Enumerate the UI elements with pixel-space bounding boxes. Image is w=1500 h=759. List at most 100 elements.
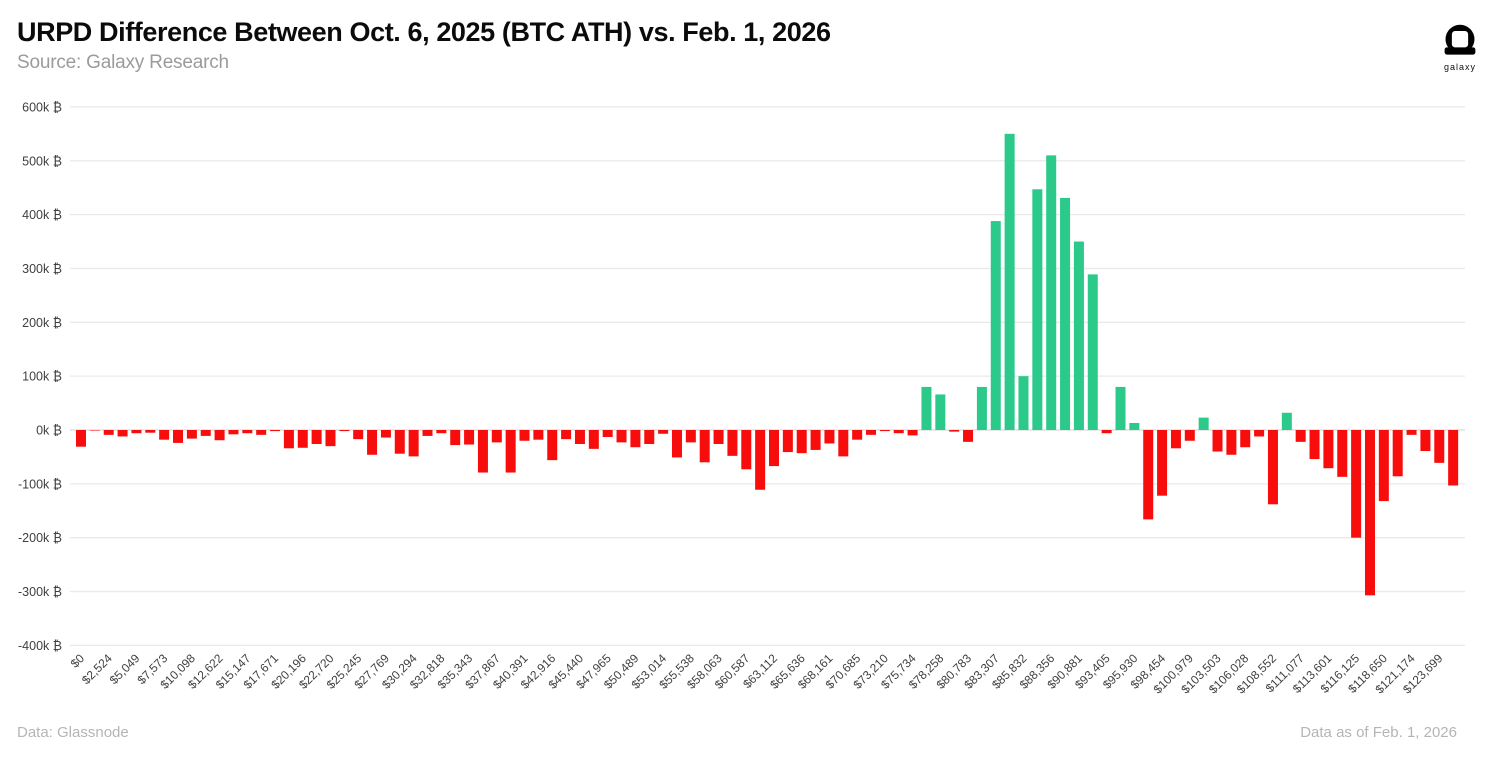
bar-negative: [1184, 430, 1195, 441]
bar-positive: [1281, 412, 1292, 430]
page-title: URPD Difference Between Oct. 6, 2025 (BT…: [17, 17, 831, 47]
bar-negative: [1101, 430, 1112, 434]
bar-negative: [1378, 430, 1389, 502]
bar-negative: [297, 430, 308, 448]
bar-positive: [1087, 274, 1098, 430]
bar-negative: [200, 430, 211, 436]
bar-negative: [186, 430, 197, 439]
bar-negative: [852, 430, 863, 440]
x-tick-label: $0: [68, 651, 88, 671]
bar-negative: [505, 430, 516, 473]
bar-negative: [145, 430, 156, 433]
bar-negative: [658, 430, 669, 434]
bar-negative: [1254, 430, 1265, 437]
bar-negative: [1309, 430, 1320, 460]
bar-negative: [131, 430, 142, 434]
bar-negative: [103, 430, 114, 435]
bar-negative: [547, 430, 558, 461]
bar-negative: [796, 430, 807, 454]
bar-negative: [450, 430, 461, 446]
bar-positive: [1198, 417, 1209, 430]
y-tick-label: -200k ₿: [18, 531, 62, 545]
bar-negative: [574, 430, 585, 444]
y-tick-label: -400k ₿: [18, 639, 62, 653]
bar-negative: [422, 430, 433, 436]
bar-negative: [1323, 430, 1334, 469]
bar-negative: [1406, 430, 1417, 435]
bar-negative: [89, 430, 100, 431]
bar-negative: [893, 430, 904, 434]
y-tick-label: 0k ₿: [36, 424, 62, 438]
bar-negative: [339, 430, 350, 432]
x-tick-label: $5,049: [107, 651, 143, 687]
bar-negative: [713, 430, 724, 444]
galaxy-logo: galaxy: [1432, 22, 1488, 72]
bar-positive: [1115, 386, 1126, 430]
bar-positive: [1004, 133, 1015, 430]
bar-negative: [1226, 430, 1237, 455]
bar-positive: [990, 221, 1001, 430]
y-tick-label: 200k ₿: [22, 316, 62, 330]
bar-negative: [907, 430, 918, 436]
bar-negative: [727, 430, 738, 456]
bar-positive: [1046, 155, 1057, 430]
bar-negative: [477, 430, 488, 473]
bar-negative: [1364, 430, 1375, 596]
bar-negative: [1212, 430, 1223, 452]
y-tick-label: 500k ₿: [22, 154, 62, 168]
bar-negative: [228, 430, 239, 435]
bar-negative: [270, 430, 281, 432]
bar-negative: [616, 430, 627, 443]
bar-negative: [311, 430, 322, 444]
bar-negative: [963, 430, 974, 442]
bar-negative: [214, 430, 225, 441]
bar-negative: [602, 430, 613, 437]
bar-negative: [491, 430, 502, 443]
urpd-bar-chart: 600k ₿ 500k ₿ 400k ₿ 300k ₿ 200k ₿ 100k ₿ 0k ₿…: [18, 100, 1465, 697]
bar-negative: [380, 430, 391, 438]
bar-negative: [1157, 430, 1168, 496]
galaxy-logo-text: galaxy: [1443, 62, 1476, 72]
bar-negative: [782, 430, 793, 453]
y-tick-label: 600k ₿: [22, 100, 62, 114]
bar-negative: [367, 430, 378, 455]
bar-negative: [76, 430, 86, 447]
bar-negative: [325, 430, 336, 447]
bar-positive: [1129, 423, 1140, 430]
bar-negative: [1448, 430, 1459, 486]
chart-source: Source: Galaxy Research: [17, 52, 229, 74]
bar-negative: [408, 430, 419, 457]
bar-negative: [879, 430, 890, 432]
bar-positive: [1018, 376, 1029, 430]
y-tick-label: -300k ₿: [18, 585, 62, 599]
footer-data-source: Data: Glassnode: [17, 724, 129, 741]
bar-negative: [353, 430, 364, 440]
bar-negative: [671, 430, 682, 458]
bar-negative: [588, 430, 599, 449]
y-tick-label: -100k ₿: [18, 477, 62, 491]
bar-positive: [976, 386, 987, 430]
bar-positive: [935, 394, 946, 430]
bar-negative: [1240, 430, 1251, 448]
bar-negative: [159, 430, 170, 440]
bar-negative: [1434, 430, 1445, 463]
bar-negative: [755, 430, 766, 490]
bar-negative: [699, 430, 710, 463]
bar-negative: [810, 430, 821, 450]
y-tick-label: 400k ₿: [22, 208, 62, 222]
y-tick-label: 300k ₿: [22, 262, 62, 276]
footer-as-of-date: Data as of Feb. 1, 2026: [1300, 724, 1457, 741]
bar-negative: [949, 430, 960, 432]
bar-negative: [1267, 430, 1278, 505]
bar-negative: [117, 430, 128, 437]
bar-negative: [436, 430, 447, 434]
x-tick-label: $2,524: [79, 651, 115, 687]
bar-negative: [1392, 430, 1403, 477]
bar-negative: [1143, 430, 1154, 520]
bar-negative: [533, 430, 544, 440]
bar-negative: [256, 430, 267, 435]
bar-negative: [741, 430, 752, 470]
bar-negative: [769, 430, 779, 467]
bar-positive: [1073, 241, 1084, 430]
